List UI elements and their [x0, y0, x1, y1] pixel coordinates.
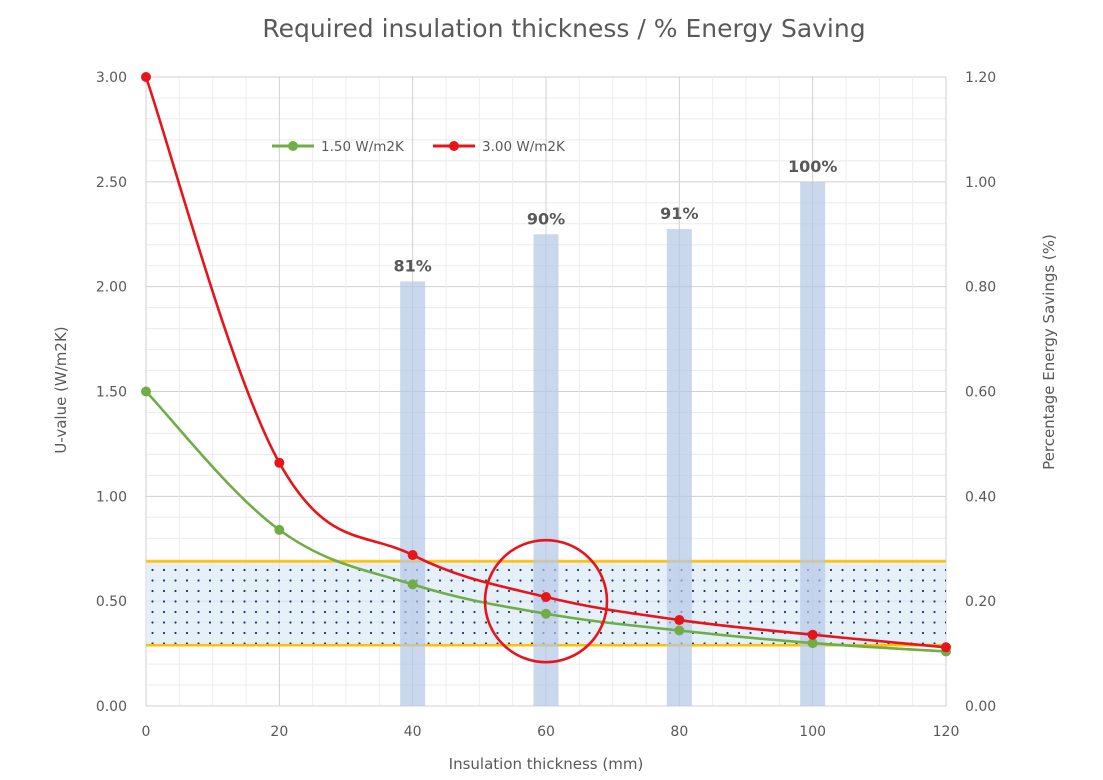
series-1-point-40: [407, 579, 418, 590]
legend: 1.50 W/m2K 3.00 W/m2K: [272, 139, 566, 155]
y-tick-label-3.00: 3.00: [96, 70, 127, 86]
series-2-point-0: [141, 72, 151, 82]
y2-tick-label-0.40: 0.40: [965, 489, 996, 505]
x-tick-label-60: 60: [537, 724, 555, 740]
legend-label-2: 3.00 W/m2K: [482, 139, 566, 155]
y-tick-label-2.00: 2.00: [96, 280, 127, 296]
bar-label-100: 100%: [788, 157, 837, 176]
bar-label-80: 91%: [660, 204, 698, 223]
x-tick-label-40: 40: [404, 724, 422, 740]
x-tick-label-100: 100: [799, 724, 826, 740]
bar-40: [400, 281, 426, 706]
series-2-point-20: [274, 457, 285, 468]
x-tick-label-20: 20: [270, 724, 288, 740]
y-axis-label: U-value (W/m2K): [52, 326, 70, 453]
y-tick-label-0.00: 0.00: [96, 699, 127, 715]
y2-tick-label-0.00: 0.00: [965, 699, 996, 715]
x-tick-label-80: 80: [670, 724, 688, 740]
x-axis-label: Insulation thickness (mm): [449, 755, 644, 773]
series-line-2: [144, 76, 947, 649]
x-axis-ticks: 0 20 40 60 80 100 120: [142, 724, 960, 740]
highlight-circle: [483, 538, 609, 664]
y-axis-ticks: 0.00 0.50 1.00 1.50 2.00 2.50 3.00: [96, 70, 127, 715]
series-lines: [141, 72, 951, 657]
series-1-point-80: [674, 625, 685, 636]
series-1-point-100: [807, 638, 818, 649]
legend-marker-1: [288, 141, 298, 151]
bar-100: [800, 181, 826, 707]
bar-label-60: 90%: [527, 209, 565, 228]
bar-label-40: 81%: [394, 256, 432, 275]
y2-axis-ticks: 0.00 0.20 0.40 0.60 0.80 1.00 1.20: [965, 70, 996, 715]
y2-axis-label: Percentage Energy Savings (%): [1040, 234, 1058, 470]
y2-tick-label-0.80: 0.80: [965, 280, 996, 296]
series-2-point-40: [407, 550, 418, 561]
chart-title: Required insulation thickness / % Energy…: [262, 14, 865, 43]
y2-tick-label-1.20: 1.20: [965, 70, 996, 86]
series-1-point-60: [541, 608, 551, 619]
series-2-point-80: [674, 615, 685, 626]
y2-tick-label-0.60: 0.60: [965, 385, 996, 401]
y-tick-label-0.50: 0.50: [96, 594, 127, 610]
legend-marker-2: [449, 141, 459, 151]
legend-item-2: 3.00 W/m2K: [433, 139, 566, 155]
series-2-point-120: [941, 642, 951, 653]
y2-tick-label-1.00: 1.00: [965, 175, 996, 191]
bar-60: [533, 234, 559, 706]
legend-item-1: 1.50 W/m2K: [272, 139, 405, 155]
y-tick-label-1.00: 1.00: [96, 489, 127, 505]
series-2-point-60: [541, 591, 551, 602]
x-tick-label-120: 120: [933, 724, 960, 740]
y-tick-label-2.50: 2.50: [96, 175, 127, 191]
series-1-point-20: [274, 524, 285, 535]
y-tick-label-1.50: 1.50: [96, 385, 127, 401]
legend-label-1: 1.50 W/m2K: [321, 139, 405, 155]
series-1-point-0: [141, 386, 151, 397]
annotations: [483, 538, 609, 664]
y2-tick-label-0.20: 0.20: [965, 594, 996, 610]
series-2-point-100: [807, 629, 818, 640]
bars: 81% 90% 91% 100%: [394, 157, 837, 707]
x-tick-label-0: 0: [142, 724, 151, 740]
